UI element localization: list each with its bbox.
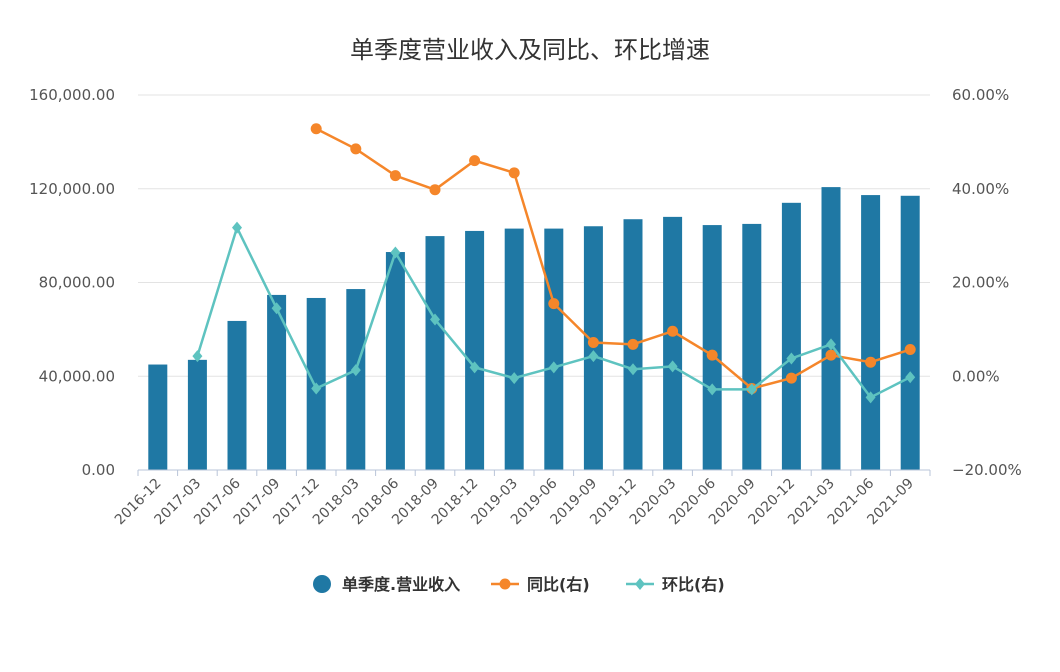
qoq-point bbox=[746, 383, 757, 396]
legend-marker-revenue bbox=[313, 575, 331, 593]
qoq-point bbox=[786, 352, 797, 365]
bar-2018-12 bbox=[465, 230, 485, 470]
y-left-tick-label: 160,000.00 bbox=[29, 86, 115, 104]
qoq-point bbox=[826, 338, 836, 351]
y-right-tick-label: −20.00% bbox=[952, 461, 1022, 479]
qoq-point bbox=[192, 350, 203, 363]
y-right-tick-label: 60.00% bbox=[952, 86, 1009, 104]
yoy-point bbox=[825, 349, 837, 361]
bar-2021-09 bbox=[900, 195, 920, 470]
yoy-point bbox=[904, 344, 916, 356]
qoq-point bbox=[548, 361, 559, 374]
bar-2016-12 bbox=[148, 364, 168, 470]
qoq-point bbox=[271, 302, 282, 315]
bar-2020-09 bbox=[742, 223, 762, 470]
legend-label: 同比(右) bbox=[527, 575, 590, 594]
bar-2017-09 bbox=[267, 294, 287, 470]
yoy-point bbox=[350, 143, 362, 155]
yoy-point bbox=[548, 298, 560, 310]
legend-label: 环比(右) bbox=[662, 575, 725, 594]
line-yoy bbox=[315, 127, 911, 390]
bar-2019-03 bbox=[504, 228, 524, 470]
chart-title: 单季度营业收入及同比、环比增速 bbox=[350, 36, 710, 64]
y-left-tick-label: 120,000.00 bbox=[29, 180, 115, 198]
yoy-point bbox=[469, 155, 481, 167]
qoq-point bbox=[311, 382, 322, 395]
qoq-point bbox=[390, 246, 401, 259]
qoq-point bbox=[865, 391, 876, 404]
legend-marker-yoy bbox=[499, 578, 511, 590]
qoq-point bbox=[667, 360, 678, 373]
legend-label: 单季度.营业收入 bbox=[342, 575, 460, 594]
yoy-point bbox=[785, 372, 797, 384]
bar-2019-09 bbox=[583, 226, 603, 470]
qoq-point bbox=[628, 363, 638, 376]
y-right-tick-label: 0.00% bbox=[952, 367, 1000, 385]
bar-2017-03 bbox=[187, 359, 207, 470]
bar-2021-03 bbox=[821, 187, 841, 470]
yoy-point bbox=[429, 184, 441, 196]
y-left-tick-label: 80,000.00 bbox=[39, 274, 115, 292]
qoq-point bbox=[469, 361, 480, 374]
qoq-point bbox=[430, 313, 440, 326]
qoq-point bbox=[509, 372, 520, 385]
bar-2020-12 bbox=[781, 202, 801, 470]
yoy-point bbox=[706, 349, 718, 361]
bar-2018-09 bbox=[425, 236, 445, 470]
yoy-point bbox=[389, 170, 401, 182]
bar-2018-03 bbox=[346, 289, 366, 470]
qoq-point bbox=[588, 350, 599, 363]
qoq-point bbox=[232, 221, 242, 234]
qoq-point bbox=[707, 383, 718, 396]
y-right-tick-label: 20.00% bbox=[952, 274, 1009, 292]
yoy-point bbox=[587, 337, 599, 348]
y-right-tick-label: 40.00% bbox=[952, 180, 1009, 198]
bar-2019-06 bbox=[544, 228, 564, 470]
bar-2021-06 bbox=[861, 195, 881, 470]
bar-2018-06 bbox=[385, 252, 405, 470]
yoy-point bbox=[627, 338, 639, 350]
yoy-point bbox=[508, 167, 520, 179]
yoy-point bbox=[667, 325, 679, 337]
qoq-point bbox=[350, 364, 361, 377]
qoq-point bbox=[905, 371, 916, 384]
y-left-tick-label: 0.00 bbox=[82, 461, 115, 479]
bar-2020-06 bbox=[702, 225, 722, 470]
y-left-tick-label: 40,000.00 bbox=[39, 367, 115, 385]
legend-marker-qoq bbox=[635, 578, 645, 590]
bar-2020-03 bbox=[663, 216, 683, 470]
yoy-point bbox=[310, 123, 322, 135]
yoy-point bbox=[865, 356, 877, 368]
bar-2017-06 bbox=[227, 320, 247, 470]
